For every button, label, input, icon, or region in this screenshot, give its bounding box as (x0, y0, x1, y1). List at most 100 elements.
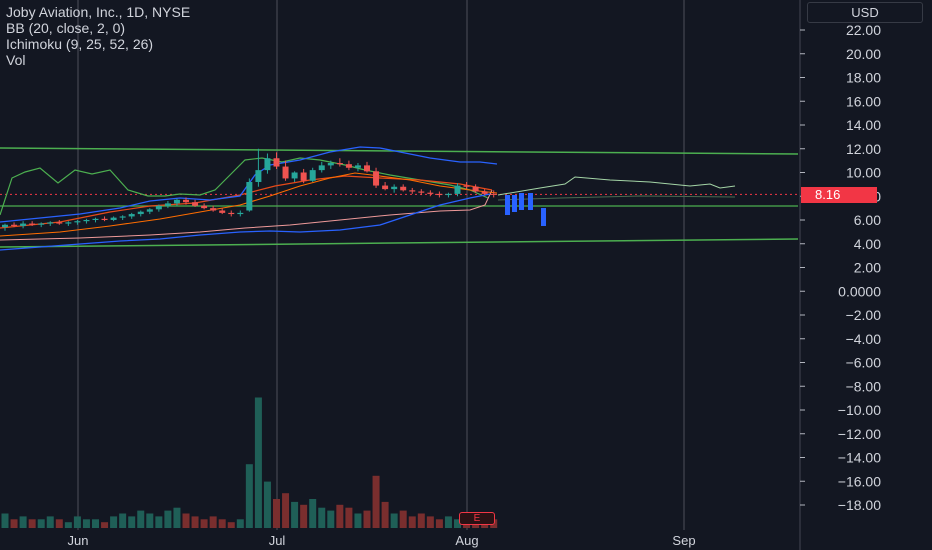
legend-volume[interactable]: Vol (6, 52, 26, 68)
projection-bar (512, 195, 517, 212)
legend-bollinger[interactable]: BB (20, close, 2, 0) (6, 20, 126, 36)
ichimoku-senkou-b (497, 195, 736, 201)
candle-body (354, 165, 361, 168)
trendlines (0, 147, 799, 248)
volume-bar (28, 519, 36, 528)
candle-body (119, 216, 126, 218)
price-tick-label: 18.00 (846, 70, 881, 86)
ichimoku-senkou-a (0, 157, 489, 216)
candle-body (155, 205, 162, 210)
bollinger-lower (0, 193, 491, 251)
chart-legend: Joby Aviation, Inc., 1D, NYSE BB (20, cl… (6, 4, 190, 68)
volume-bar (218, 519, 226, 528)
time-tick-label: Sep (672, 533, 695, 548)
volume-bar (309, 499, 317, 528)
volume-bar (19, 516, 27, 528)
volume-bar (263, 481, 271, 528)
candle-body (336, 163, 343, 165)
price-tick-label: −4.00 (846, 331, 882, 347)
candle-body (192, 202, 199, 206)
volume-bar (137, 510, 145, 528)
volume-bar (182, 513, 190, 528)
candle-body (210, 208, 217, 211)
candle-body (137, 211, 144, 215)
price-tick-label: 6.00 (854, 212, 881, 228)
candle-body (183, 199, 189, 203)
candle-body (83, 220, 90, 222)
volume-bar (300, 504, 308, 528)
volume-bar (73, 516, 81, 528)
ichimoku-lagging-span (0, 189, 493, 241)
candle-body (391, 186, 398, 190)
candle-body (318, 165, 325, 171)
volume-bar (101, 522, 109, 528)
volume-bar (426, 516, 434, 528)
price-tick-label: 20.00 (846, 46, 881, 62)
candle-body (300, 172, 307, 181)
candle-body (418, 191, 425, 193)
volume-bar (155, 516, 163, 528)
volume-bar (191, 516, 199, 528)
legend-symbol[interactable]: Joby Aviation, Inc., 1D, NYSE (6, 4, 191, 20)
candle-body (38, 223, 45, 225)
price-tick-label: 12.00 (846, 141, 881, 157)
projection-bar (505, 195, 510, 215)
candle-body (382, 185, 389, 190)
volume-bar (282, 493, 290, 528)
volume-bar (481, 522, 489, 528)
volume-bar (236, 519, 244, 528)
volume-bar (372, 475, 380, 528)
candle-body (445, 193, 452, 196)
ichimoku-cloud-edge (497, 176, 736, 196)
candle-body (11, 224, 18, 226)
candle-body (173, 199, 180, 204)
candle-body (264, 158, 271, 171)
volume-bar (336, 504, 344, 528)
price-tick-label: 22.00 (846, 22, 881, 38)
bollinger-basis (0, 172, 498, 237)
candle-body (92, 218, 99, 220)
price-tick-label: −16.00 (838, 473, 881, 489)
time-tick-label: Jul (269, 533, 286, 548)
volume-bar (82, 519, 90, 528)
candle-body (273, 158, 280, 167)
earnings-icon[interactable]: E (459, 512, 495, 525)
candle-body (2, 224, 8, 228)
candle-body (74, 221, 81, 223)
projection-bar (519, 193, 524, 210)
price-tick-label: −18.00 (838, 497, 881, 513)
price-tick-label: 2.00 (854, 260, 881, 276)
volume-bar (381, 501, 389, 528)
lower-trendline (0, 238, 799, 248)
volume-bar (345, 507, 353, 528)
legend-ichimoku[interactable]: Ichimoku (9, 25, 52, 26) (6, 36, 154, 52)
price-tick-label: −2.00 (846, 307, 882, 323)
candle-body (146, 209, 153, 212)
candle-body (56, 222, 63, 224)
price-tick-label: −12.00 (838, 426, 881, 442)
volume-bar (146, 513, 154, 528)
volume-bars (1, 397, 498, 528)
volume-bar (10, 519, 18, 528)
candle-body (373, 171, 380, 186)
volume-bar (110, 516, 118, 528)
ichimoku-base-line (0, 175, 493, 229)
candle-body (291, 172, 298, 179)
candle-body (345, 164, 352, 168)
candle-body (427, 192, 434, 194)
volume-bar (245, 464, 253, 528)
volume-bar (390, 513, 398, 528)
candle-body (490, 193, 497, 195)
volume-bar (164, 510, 172, 528)
upper-trendline (0, 147, 799, 155)
currency-button[interactable]: USD (807, 2, 923, 23)
candle-body (20, 223, 27, 226)
price-tick-label: −8.00 (846, 378, 882, 394)
price-axis[interactable]: 22.0020.0018.0016.0014.0012.0010.008.006… (800, 22, 881, 513)
candle-body (47, 222, 54, 224)
candle-body (472, 186, 479, 192)
price-tick-label: 16.00 (846, 93, 881, 109)
candle-body (409, 190, 416, 192)
time-axis[interactable]: Jun Jul Aug Sep (68, 533, 696, 548)
